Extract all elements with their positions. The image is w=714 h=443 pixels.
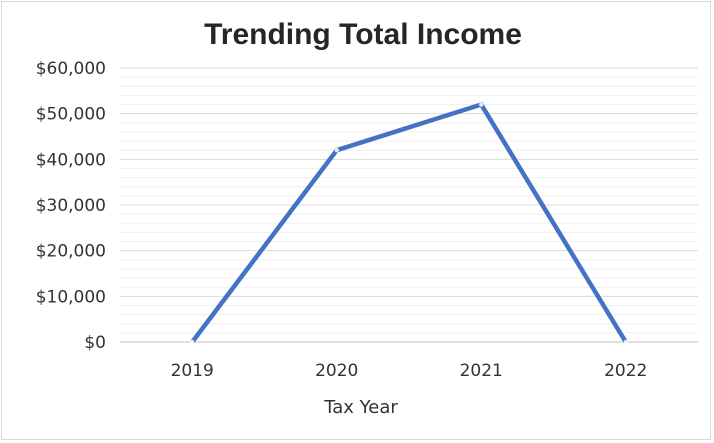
data-point [190, 339, 195, 345]
y-tick-label: $60,000 [36, 59, 106, 79]
y-tick-label: $30,000 [36, 196, 106, 216]
grid-lines [120, 67, 698, 343]
x-tick-label: 2020 [315, 361, 358, 381]
y-tick-label: $10,000 [36, 287, 106, 307]
x-tick-label: 2021 [460, 361, 503, 381]
chart-title: Trending Total Income [204, 18, 522, 51]
series-group [190, 101, 628, 345]
series-line [190, 101, 628, 344]
y-tick-label: $50,000 [36, 105, 106, 125]
y-axis-ticks: $0 $10,000 $20,000 $30,000 $40,000 $50,000 $60… [36, 59, 106, 353]
x-tick-label: 2019 [171, 361, 214, 381]
x-tick-label: 2022 [604, 361, 647, 381]
data-point [623, 339, 628, 345]
x-axis-title: Tax Year [323, 397, 398, 418]
y-tick-label: $0 [84, 333, 106, 353]
y-tick-label: $40,000 [36, 150, 106, 170]
x-axis-ticks: 2019 2020 2021 2022 [171, 361, 648, 381]
data-point [334, 148, 339, 153]
data-point [479, 102, 484, 107]
y-tick-label: $20,000 [36, 242, 106, 262]
